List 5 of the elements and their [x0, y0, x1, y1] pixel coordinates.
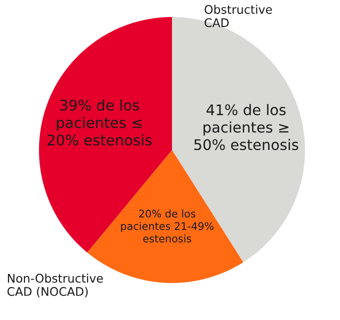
text: Obstructive CAD: [204, 4, 272, 28]
data-label: 39% de los pacientes ≤ 20% estenosis: [48, 99, 152, 146]
data-label: 20% de los pacientes 21-49% estenosis: [121, 210, 214, 242]
data-label: 41% de los pacientes ≥ 50% estenosis: [194, 104, 298, 150]
text: Non-Obstructive CAD (NOCAD): [7, 274, 103, 298]
